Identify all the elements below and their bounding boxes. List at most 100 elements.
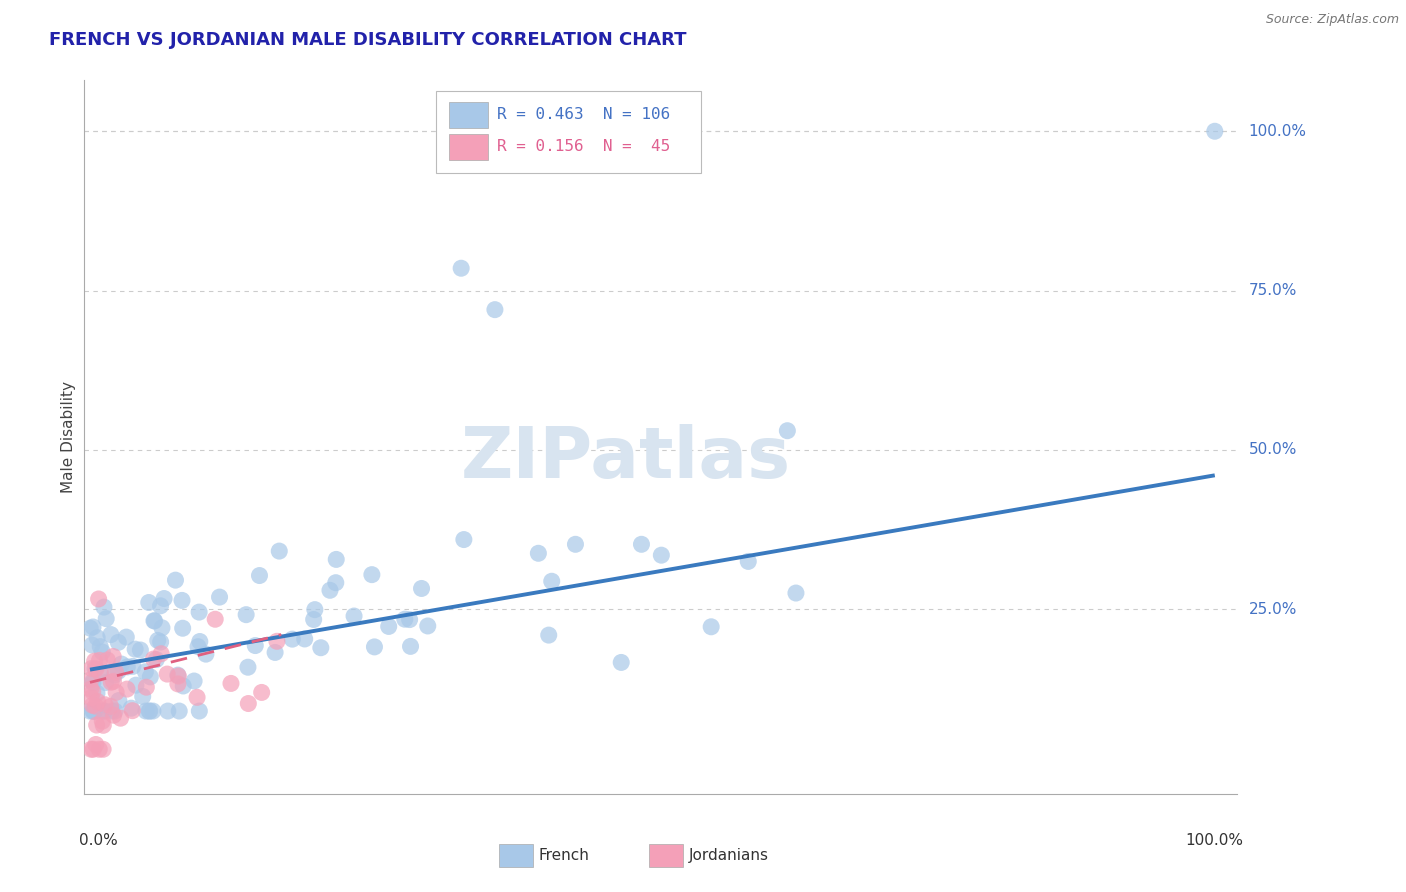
Point <box>145 652 167 666</box>
Point <box>416 619 439 633</box>
Point <box>302 612 325 626</box>
Point <box>82 704 104 718</box>
Point <box>83 654 105 668</box>
Point <box>103 668 125 682</box>
Point <box>325 575 347 590</box>
Point <box>187 640 209 654</box>
Point <box>104 704 127 718</box>
Text: 100.0%: 100.0% <box>1249 124 1306 139</box>
Point <box>325 552 347 566</box>
Text: FRENCH VS JORDANIAN MALE DISABILITY CORRELATION CHART: FRENCH VS JORDANIAN MALE DISABILITY CORR… <box>49 31 686 49</box>
Point <box>89 653 111 667</box>
Point <box>82 698 104 713</box>
Point <box>304 602 326 616</box>
Point <box>100 675 122 690</box>
Point <box>204 612 226 626</box>
Point <box>377 619 399 633</box>
Point <box>80 673 103 687</box>
Point <box>101 704 124 718</box>
Point <box>80 742 103 756</box>
Point <box>87 591 110 606</box>
Point <box>129 643 152 657</box>
Point <box>89 666 111 681</box>
Point <box>91 718 114 732</box>
Point <box>453 533 475 547</box>
Point <box>80 661 103 675</box>
Text: French: French <box>538 847 589 863</box>
Point <box>86 631 108 645</box>
Point <box>208 590 231 604</box>
Point <box>91 645 114 659</box>
Point <box>527 546 550 560</box>
Point <box>484 302 506 317</box>
Point <box>89 665 111 680</box>
Point <box>150 621 173 635</box>
Point <box>80 681 103 696</box>
Point <box>86 718 108 732</box>
Point <box>153 591 176 606</box>
Point <box>91 742 114 756</box>
Point <box>93 704 115 718</box>
Point <box>105 685 128 699</box>
Point <box>115 630 138 644</box>
Point <box>83 704 105 718</box>
Point <box>134 665 156 679</box>
Point <box>150 647 173 661</box>
Point <box>610 656 633 670</box>
Point <box>450 261 472 276</box>
Point <box>101 649 124 664</box>
Point <box>79 704 101 718</box>
FancyBboxPatch shape <box>499 844 533 867</box>
Point <box>120 701 142 715</box>
Point <box>250 685 273 699</box>
Point <box>107 664 129 678</box>
Text: 100.0%: 100.0% <box>1185 833 1243 848</box>
Point <box>122 659 145 673</box>
Point <box>82 674 104 689</box>
Point <box>143 614 166 628</box>
Point <box>84 662 107 676</box>
Point <box>188 634 211 648</box>
Point <box>194 647 217 661</box>
Point <box>96 653 118 667</box>
Point <box>650 548 672 562</box>
Text: 75.0%: 75.0% <box>1249 283 1296 298</box>
Point <box>82 676 104 690</box>
Point <box>170 593 193 607</box>
Point <box>394 612 416 626</box>
FancyBboxPatch shape <box>650 844 683 867</box>
Point <box>103 708 125 723</box>
Point <box>398 613 420 627</box>
Point <box>86 695 108 709</box>
Point <box>149 599 172 613</box>
Point <box>80 638 103 652</box>
Point <box>96 612 118 626</box>
Point <box>110 711 132 725</box>
Point <box>309 640 332 655</box>
Point <box>785 586 807 600</box>
Point <box>249 568 271 582</box>
Point <box>104 665 127 679</box>
Point <box>142 652 165 666</box>
Point <box>167 669 190 683</box>
Point <box>172 679 194 693</box>
Point <box>142 704 165 718</box>
Point <box>103 674 125 689</box>
Point <box>84 738 107 752</box>
Point <box>238 697 260 711</box>
Text: 50.0%: 50.0% <box>1249 442 1296 458</box>
Point <box>139 670 162 684</box>
Point <box>363 640 385 654</box>
Point <box>776 424 799 438</box>
Point <box>117 660 139 674</box>
Text: R = 0.463  N = 106: R = 0.463 N = 106 <box>498 107 671 122</box>
Point <box>138 704 160 718</box>
Point <box>84 662 107 676</box>
Point <box>115 682 138 697</box>
Point <box>135 680 157 694</box>
Point <box>91 704 114 718</box>
Point <box>83 704 105 718</box>
Point <box>89 742 111 756</box>
Text: Jordanians: Jordanians <box>689 847 769 863</box>
Point <box>294 632 316 646</box>
